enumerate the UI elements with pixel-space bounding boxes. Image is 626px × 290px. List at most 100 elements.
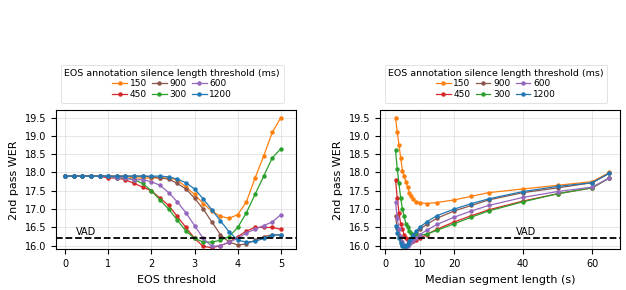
150 bbox=[433, 201, 441, 204]
150 bbox=[87, 174, 95, 178]
450 bbox=[520, 199, 527, 203]
Legend: 150, 450, 900, 300, 600, 1200: 150, 450, 900, 300, 600, 1200 bbox=[384, 65, 607, 103]
300 bbox=[165, 207, 172, 211]
600 bbox=[408, 240, 415, 244]
600 bbox=[413, 236, 420, 240]
150 bbox=[408, 195, 415, 198]
150 bbox=[605, 171, 613, 174]
Line: 600: 600 bbox=[63, 175, 282, 248]
150 bbox=[406, 191, 413, 194]
X-axis label: EOS threshold: EOS threshold bbox=[136, 275, 216, 285]
300 bbox=[269, 156, 276, 160]
300 bbox=[277, 147, 285, 151]
900 bbox=[395, 234, 403, 237]
900 bbox=[121, 174, 129, 178]
450 bbox=[394, 196, 401, 200]
900 bbox=[243, 242, 250, 246]
300 bbox=[251, 193, 259, 196]
1200 bbox=[148, 174, 155, 178]
300 bbox=[416, 234, 423, 237]
900 bbox=[554, 186, 562, 190]
Line: 900: 900 bbox=[394, 172, 611, 248]
300 bbox=[409, 233, 416, 236]
900 bbox=[148, 175, 155, 179]
600 bbox=[392, 200, 399, 204]
1200 bbox=[588, 181, 596, 184]
150 bbox=[243, 200, 250, 204]
600 bbox=[395, 228, 403, 231]
Line: 900: 900 bbox=[63, 175, 282, 246]
150 bbox=[208, 209, 215, 213]
150 bbox=[217, 215, 224, 218]
900 bbox=[605, 171, 613, 175]
600 bbox=[70, 174, 78, 178]
450 bbox=[485, 208, 493, 212]
1200 bbox=[225, 230, 233, 233]
Text: VAD: VAD bbox=[516, 227, 536, 237]
150 bbox=[269, 130, 276, 134]
150 bbox=[234, 213, 242, 216]
Line: 300: 300 bbox=[394, 149, 611, 237]
150 bbox=[156, 176, 164, 180]
300 bbox=[243, 211, 250, 215]
150 bbox=[200, 202, 207, 205]
900 bbox=[408, 238, 415, 241]
900 bbox=[406, 240, 413, 244]
300 bbox=[96, 174, 103, 178]
300 bbox=[260, 174, 267, 178]
450 bbox=[130, 182, 138, 185]
Y-axis label: 2nd pass WER: 2nd pass WER bbox=[333, 140, 343, 220]
300 bbox=[402, 222, 409, 226]
150 bbox=[277, 116, 285, 119]
300 bbox=[433, 229, 441, 232]
300 bbox=[208, 240, 215, 244]
600 bbox=[397, 235, 404, 238]
450 bbox=[399, 228, 406, 231]
600 bbox=[156, 184, 164, 187]
1200 bbox=[156, 174, 164, 178]
1200 bbox=[392, 224, 399, 227]
600 bbox=[468, 209, 475, 213]
150 bbox=[139, 176, 146, 180]
900 bbox=[399, 243, 406, 247]
300 bbox=[121, 176, 129, 180]
1200 bbox=[269, 234, 276, 237]
450 bbox=[156, 196, 164, 200]
900 bbox=[96, 174, 103, 178]
900 bbox=[173, 182, 181, 185]
150 bbox=[130, 176, 138, 180]
1200 bbox=[485, 197, 493, 201]
150 bbox=[399, 169, 406, 172]
1200 bbox=[87, 174, 95, 178]
1200 bbox=[200, 197, 207, 201]
600 bbox=[416, 233, 423, 236]
600 bbox=[406, 242, 413, 246]
1200 bbox=[408, 237, 415, 240]
1200 bbox=[277, 233, 285, 236]
450 bbox=[200, 245, 207, 248]
300 bbox=[401, 215, 408, 218]
900 bbox=[200, 207, 207, 211]
900 bbox=[402, 244, 409, 247]
450 bbox=[251, 226, 259, 229]
150 bbox=[225, 217, 233, 220]
1200 bbox=[173, 177, 181, 181]
450 bbox=[243, 229, 250, 233]
450 bbox=[416, 237, 423, 240]
1200 bbox=[105, 174, 112, 178]
300 bbox=[217, 238, 224, 242]
150 bbox=[121, 174, 129, 178]
150 bbox=[61, 174, 69, 178]
900 bbox=[113, 174, 121, 178]
300 bbox=[148, 189, 155, 193]
300 bbox=[61, 174, 69, 178]
150 bbox=[401, 174, 408, 178]
Text: VAD: VAD bbox=[76, 227, 96, 237]
450 bbox=[148, 189, 155, 193]
150 bbox=[392, 116, 399, 119]
450 bbox=[208, 246, 215, 249]
450 bbox=[182, 226, 190, 229]
150 bbox=[397, 156, 404, 160]
900 bbox=[156, 176, 164, 180]
1200 bbox=[165, 175, 172, 179]
